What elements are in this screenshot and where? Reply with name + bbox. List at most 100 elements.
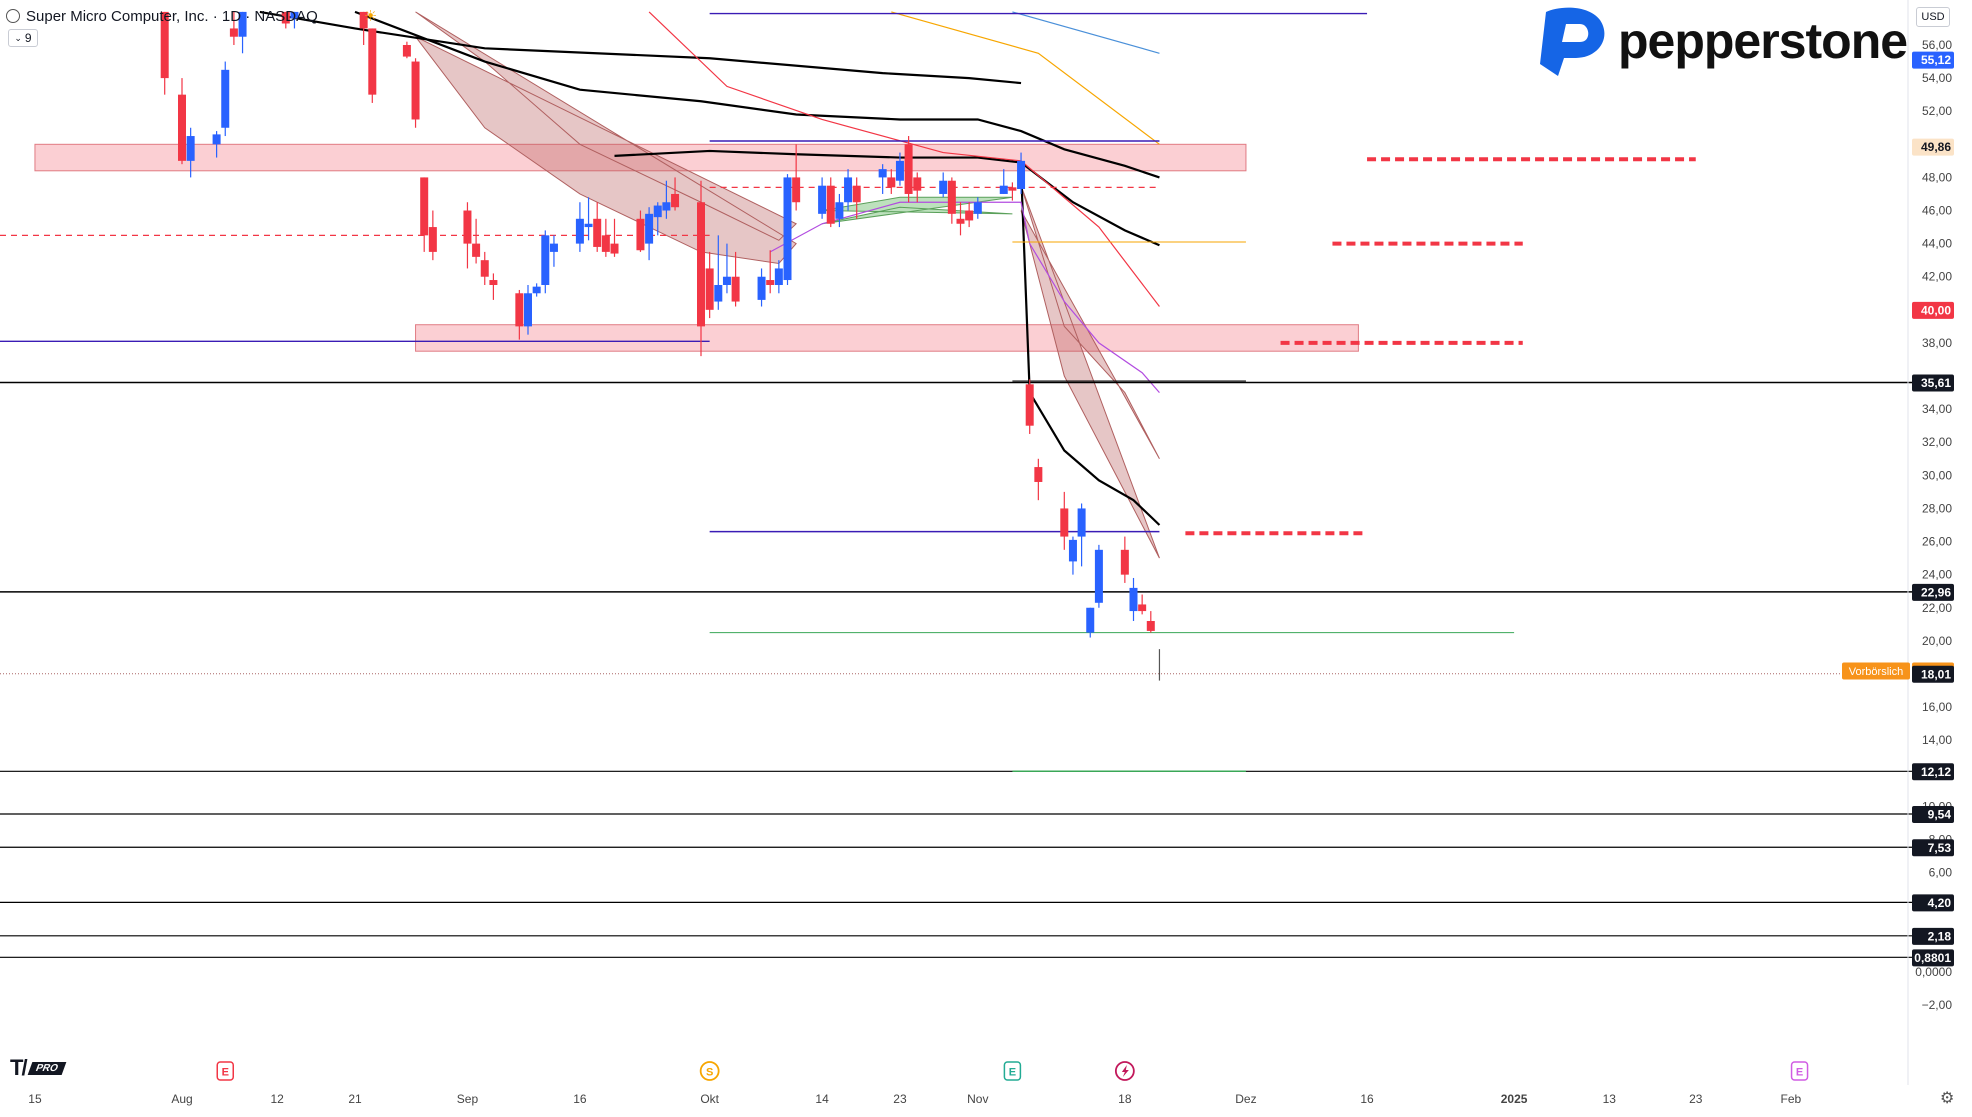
candle (697, 180, 705, 357)
y-tick-label: 14,00 (1922, 733, 1952, 747)
price-label-text: 2,18 (1928, 929, 1952, 943)
split-icon (699, 1061, 720, 1081)
candle-body (1017, 160, 1026, 189)
price-label-box (1912, 665, 1954, 683)
x-tick-label: Nov (967, 1092, 988, 1106)
ma-line-2 (259, 10, 1022, 85)
candle-body (697, 202, 705, 327)
price-label-box (1912, 763, 1954, 781)
tradingview-logo[interactable]: T/ PRO (10, 1055, 66, 1081)
candle (549, 235, 558, 267)
candle (1034, 458, 1043, 501)
x-tick-label: Feb (1781, 1092, 1802, 1106)
candle-body (887, 177, 896, 188)
candle-body (783, 177, 792, 281)
horizontal-levels (0, 12, 1916, 958)
candle (757, 268, 766, 307)
candle-body (835, 202, 844, 219)
candle (722, 243, 731, 294)
chart-title[interactable]: Super Micro Computer, Inc. · 1D · NASDAQ (26, 7, 318, 25)
symbol-icon[interactable] (6, 9, 20, 23)
split-letter: S (706, 1067, 713, 1079)
candle-body (636, 218, 645, 251)
gear-icon[interactable]: ⚙ (1940, 1090, 1955, 1107)
candle-body (895, 160, 904, 181)
candle-body (1086, 607, 1095, 633)
candle (532, 283, 541, 297)
candle-body (281, 11, 290, 24)
indicator-count: 9 (24, 31, 32, 45)
candle-body (541, 235, 550, 285)
candles (160, 11, 1161, 681)
candle (420, 177, 429, 252)
price-label-box (1912, 138, 1954, 156)
price-label-box (1912, 949, 1954, 967)
candle-body (653, 205, 662, 218)
ma-line-3 (614, 149, 1160, 247)
candle-body (1077, 508, 1086, 537)
candle (662, 180, 671, 219)
chevron-down-icon: ⌄ (14, 32, 22, 43)
y-tick-label: 46,00 (1922, 204, 1952, 218)
sun-icon[interactable]: ☀ (363, 8, 378, 25)
candle-body (549, 243, 558, 252)
candle (895, 152, 904, 186)
x-tick-label: 14 (815, 1092, 829, 1106)
y-tick-label: −2,00 (1922, 998, 1953, 1012)
candle-body (186, 136, 195, 161)
candle (160, 11, 169, 95)
candle (774, 260, 783, 294)
price-label-box (1912, 894, 1954, 912)
candle (826, 177, 835, 228)
candle (515, 289, 524, 340)
y-tick-label: 6,00 (1929, 866, 1953, 880)
earnings-letter: E (222, 1067, 229, 1079)
y-tick-label: 30,00 (1922, 468, 1952, 482)
candle-body (402, 45, 411, 57)
y-tick-label: 24,00 (1922, 568, 1952, 582)
candle-body (428, 227, 437, 252)
x-tick-label: 12 (270, 1092, 284, 1106)
price-label-text: 9,54 (1928, 807, 1952, 821)
indicator-toggle[interactable]: ⌄ 9 (8, 29, 38, 47)
y-tick-label: 54,00 (1922, 71, 1952, 85)
candle-body (973, 202, 982, 214)
earnings-letter: E (1009, 1067, 1016, 1079)
candle-body (878, 169, 887, 178)
candle-body (757, 276, 766, 300)
candle-body (1025, 384, 1034, 426)
price-label-text: 0,8801 (1914, 951, 1951, 965)
candle (1129, 577, 1138, 621)
candle (463, 202, 472, 269)
candle (1068, 536, 1077, 575)
price-label-text: 49,86 (1921, 140, 1951, 154)
candle (973, 197, 982, 219)
candle-body (1060, 508, 1069, 537)
candle-body (178, 94, 186, 161)
price-label-box (1912, 839, 1954, 857)
candle (428, 210, 437, 261)
candle (480, 251, 489, 285)
candle-body (913, 177, 922, 191)
candle (178, 78, 186, 165)
y-tick-label: 34,00 (1922, 402, 1952, 416)
candle (904, 136, 913, 203)
y-tick-label: 26,00 (1922, 535, 1952, 549)
candle-body (818, 185, 827, 214)
earnings-letter: E (1796, 1067, 1803, 1079)
candle-body (359, 11, 368, 29)
cloud-band-lower (1020, 185, 1160, 559)
candle (878, 164, 887, 194)
candle (731, 251, 740, 307)
currency-button[interactable]: USD (1916, 7, 1950, 27)
candle (653, 202, 662, 236)
candle (472, 218, 481, 264)
candle-body (238, 11, 247, 37)
candle (212, 131, 221, 158)
candle-body (221, 69, 230, 128)
y-tick-label: 0,0000 (1915, 965, 1952, 979)
candle (186, 127, 195, 178)
candle-body (792, 177, 801, 203)
